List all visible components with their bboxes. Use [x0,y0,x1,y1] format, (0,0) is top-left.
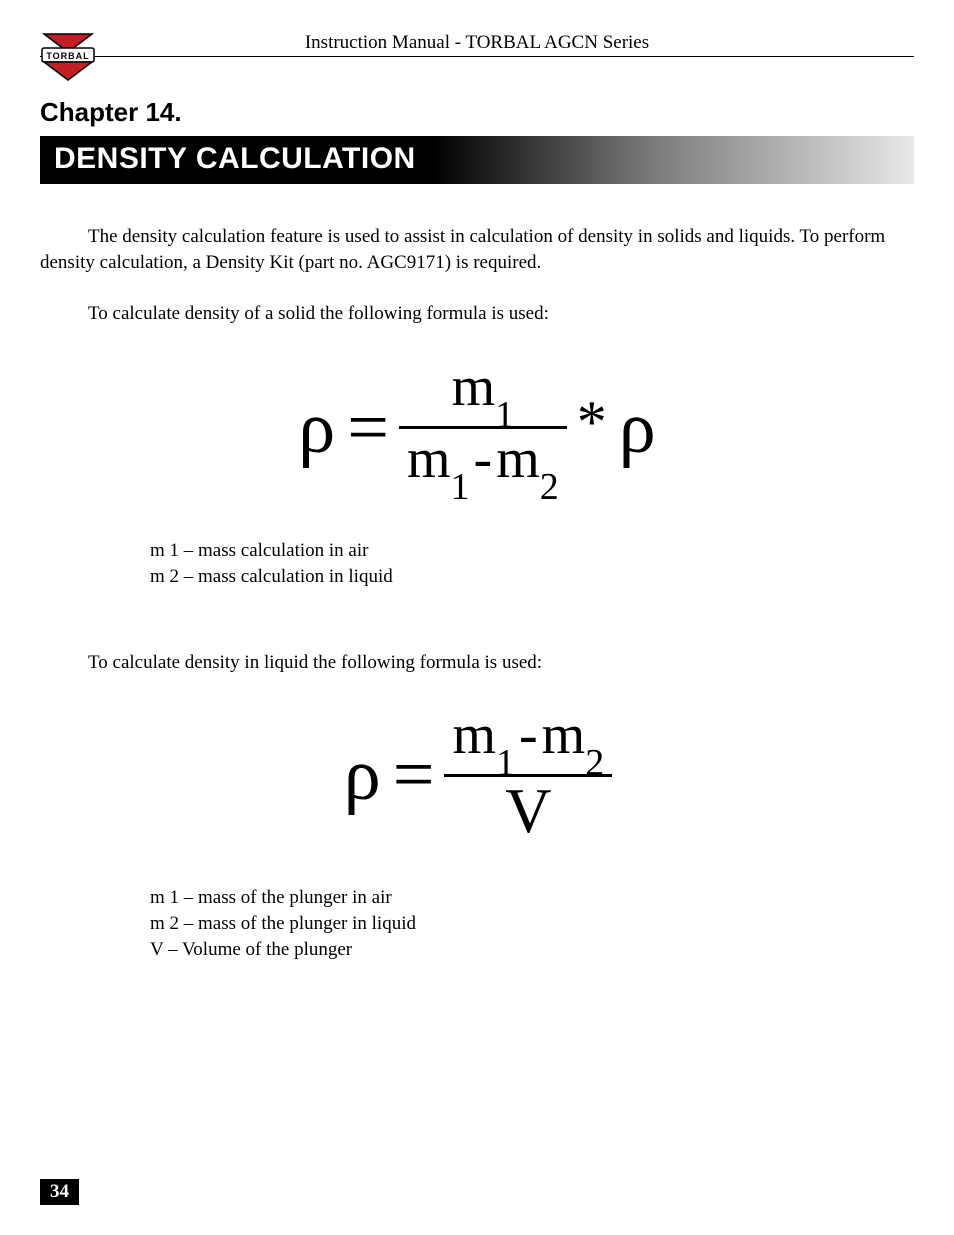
intro-paragraph: The density calculation feature is used … [40,224,914,275]
rho-symbol: ρ [292,391,341,465]
multiply-sign: * [571,392,613,452]
rho-symbol: ρ [338,738,387,812]
legend-line: m 2 – mass calculation in liquid [150,564,914,590]
solid-formula-legend: m 1 – mass calculation in air m 2 – mass… [150,538,914,589]
numerator: m1-m2 [444,705,612,774]
page: TORBAL Instruction Manual - TORBAL AGCN … [0,0,954,1235]
logo-text: TORBAL [46,51,89,61]
legend-line: m 1 – mass of the plunger in air [150,885,914,911]
section-title-banner: DENSITY CALCULATION [40,136,914,184]
equals-sign: = [341,391,395,465]
numerator: m1 [444,357,523,426]
liquid-lead-text: To calculate density in liquid the follo… [40,650,914,676]
fraction: m1 m1-m2 [395,357,571,498]
solid-lead-text: To calculate density of a solid the foll… [40,301,914,327]
torbal-logo-icon: TORBAL [40,30,96,82]
rho-symbol-right: ρ [613,391,662,465]
solid-density-formula: ρ = m1 m1-m2 * ρ [40,357,914,498]
liquid-density-formula: ρ = m1-m2 V [40,705,914,845]
header-title: Instruction Manual - TORBAL AGCN Series [40,30,914,54]
legend-line: V – Volume of the plunger [150,937,914,963]
page-header: Instruction Manual - TORBAL AGCN Series [40,30,914,57]
equals-sign: = [387,738,441,812]
chapter-label: Chapter 14. [40,97,914,128]
liquid-formula-legend: m 1 – mass of the plunger in air m 2 – m… [150,885,914,962]
legend-line: m 2 – mass of the plunger in liquid [150,911,914,937]
fraction: m1-m2 V [440,705,616,845]
legend-line: m 1 – mass calculation in air [150,538,914,564]
denominator: V [497,777,559,845]
page-number: 34 [40,1179,79,1205]
denominator: m1-m2 [399,429,567,498]
brand-logo: TORBAL [40,30,96,87]
